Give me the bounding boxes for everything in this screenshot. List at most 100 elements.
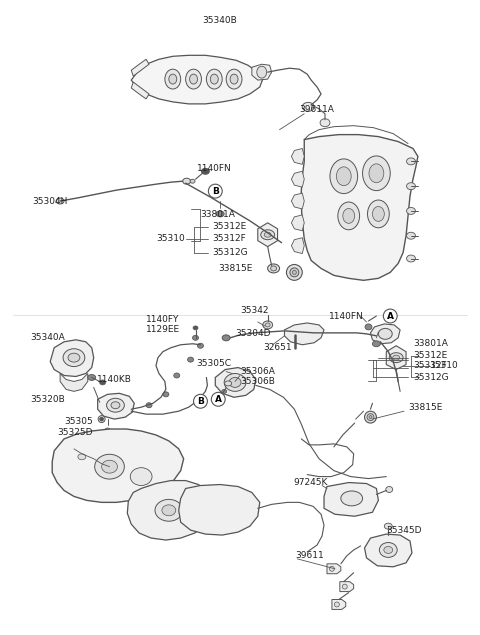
Ellipse shape: [362, 156, 390, 190]
Polygon shape: [50, 340, 94, 377]
Ellipse shape: [384, 523, 392, 529]
Ellipse shape: [407, 255, 416, 262]
Ellipse shape: [365, 324, 372, 330]
Text: 39611: 39611: [295, 551, 324, 561]
Ellipse shape: [336, 167, 351, 185]
Text: A: A: [387, 312, 394, 321]
Ellipse shape: [206, 69, 222, 89]
Polygon shape: [131, 59, 149, 76]
Ellipse shape: [192, 335, 199, 340]
Ellipse shape: [100, 417, 104, 421]
Ellipse shape: [263, 321, 273, 329]
Text: 35304H: 35304H: [33, 196, 68, 206]
Text: 35345D: 35345D: [386, 526, 422, 535]
Text: 35305C: 35305C: [196, 359, 231, 368]
Ellipse shape: [302, 102, 314, 111]
Circle shape: [384, 309, 397, 323]
Ellipse shape: [369, 164, 384, 183]
Polygon shape: [131, 55, 263, 104]
Polygon shape: [60, 373, 88, 391]
Ellipse shape: [186, 69, 202, 89]
Polygon shape: [291, 171, 304, 187]
Ellipse shape: [95, 454, 124, 479]
Text: 35312G: 35312G: [212, 248, 248, 257]
Ellipse shape: [379, 542, 397, 558]
Ellipse shape: [290, 268, 299, 277]
Ellipse shape: [386, 486, 393, 493]
Ellipse shape: [342, 584, 347, 589]
Text: 33815E: 33815E: [218, 264, 252, 273]
Ellipse shape: [105, 428, 110, 434]
Text: 35310: 35310: [430, 361, 458, 370]
Text: 1140KB: 1140KB: [96, 375, 132, 384]
Text: 1129EE: 1129EE: [146, 325, 180, 335]
Ellipse shape: [68, 353, 80, 362]
Ellipse shape: [216, 211, 224, 217]
Text: 35306A: 35306A: [240, 367, 275, 376]
Text: 35312E: 35312E: [212, 222, 247, 231]
Ellipse shape: [407, 158, 416, 165]
Polygon shape: [127, 481, 212, 540]
Text: 97245K: 97245K: [293, 478, 328, 487]
Polygon shape: [301, 135, 418, 280]
Ellipse shape: [190, 179, 195, 183]
Polygon shape: [285, 323, 324, 345]
Ellipse shape: [341, 491, 362, 506]
Ellipse shape: [393, 355, 400, 360]
Ellipse shape: [378, 328, 392, 339]
Text: 35306B: 35306B: [240, 377, 275, 386]
Ellipse shape: [107, 398, 124, 412]
Ellipse shape: [88, 375, 96, 380]
Text: 1140FN: 1140FN: [196, 164, 231, 173]
Polygon shape: [216, 368, 256, 398]
Ellipse shape: [330, 159, 358, 194]
Ellipse shape: [56, 198, 64, 204]
Polygon shape: [252, 64, 272, 80]
Ellipse shape: [193, 326, 198, 330]
Polygon shape: [52, 429, 184, 502]
Ellipse shape: [265, 323, 270, 327]
Ellipse shape: [222, 389, 227, 393]
Ellipse shape: [335, 602, 339, 607]
Ellipse shape: [264, 232, 271, 237]
Ellipse shape: [364, 411, 376, 423]
Polygon shape: [291, 215, 304, 231]
Ellipse shape: [197, 344, 204, 348]
Text: 1140FN: 1140FN: [329, 312, 364, 321]
Ellipse shape: [407, 183, 416, 190]
Ellipse shape: [100, 380, 106, 385]
Ellipse shape: [226, 69, 242, 89]
Text: 35304D: 35304D: [235, 330, 271, 338]
Polygon shape: [258, 223, 277, 246]
Ellipse shape: [174, 373, 180, 378]
Text: 35305: 35305: [64, 417, 93, 425]
Text: 32651: 32651: [264, 344, 292, 352]
Polygon shape: [364, 534, 412, 567]
Text: B: B: [212, 187, 219, 196]
Text: B: B: [197, 397, 204, 406]
Ellipse shape: [368, 200, 389, 228]
Ellipse shape: [210, 74, 218, 84]
Ellipse shape: [338, 202, 360, 230]
Ellipse shape: [369, 416, 372, 418]
Ellipse shape: [229, 377, 241, 387]
Text: 33801A: 33801A: [413, 339, 448, 348]
Ellipse shape: [130, 467, 152, 486]
Text: 33815E: 33815E: [408, 403, 443, 411]
Ellipse shape: [106, 429, 109, 432]
Text: 35320B: 35320B: [30, 395, 65, 404]
Ellipse shape: [63, 349, 85, 366]
Text: 1140FY: 1140FY: [146, 316, 180, 324]
Ellipse shape: [230, 74, 238, 84]
Ellipse shape: [188, 357, 193, 362]
Polygon shape: [291, 237, 304, 253]
Ellipse shape: [268, 264, 279, 273]
Circle shape: [208, 184, 222, 198]
Text: 35312F: 35312F: [413, 361, 447, 370]
Ellipse shape: [169, 74, 177, 84]
Ellipse shape: [367, 413, 374, 420]
Polygon shape: [131, 82, 149, 99]
Polygon shape: [332, 599, 346, 610]
Text: 35310: 35310: [156, 234, 185, 243]
Ellipse shape: [190, 74, 197, 84]
